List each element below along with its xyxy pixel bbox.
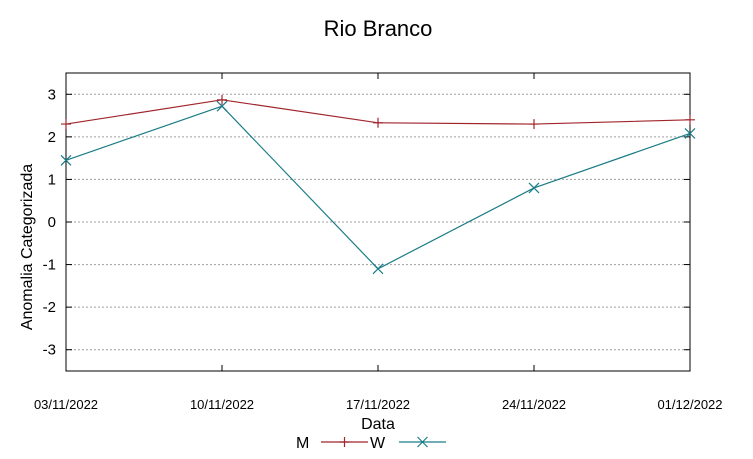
series-m-point	[685, 114, 695, 125]
legend-marker-m	[339, 437, 350, 447]
legend-label-m: M	[296, 435, 309, 452]
series-w-line	[65, 105, 691, 270]
legend-marker-w	[417, 436, 428, 448]
x-tick-label: 03/11/2022	[34, 397, 98, 412]
chart-title: Rio Branco	[324, 16, 433, 41]
y-tick-label: 3	[48, 86, 56, 103]
x-axis-label: Data	[361, 416, 395, 433]
series-w-point	[216, 100, 228, 112]
series-m-point	[529, 119, 539, 130]
x-tick-label: 17/11/2022	[346, 397, 410, 412]
y-tick-label: -1	[43, 257, 56, 274]
series-w-point	[528, 182, 540, 194]
grid-lines	[66, 93, 690, 351]
x-tick-label: 10/11/2022	[190, 397, 254, 412]
x-tick-labels: 03/11/2022 10/11/2022 17/11/2022 24/11/2022…	[34, 397, 723, 412]
series-w-point	[684, 128, 696, 139]
y-tick-label: 0	[48, 214, 56, 231]
y-tick-label: -2	[43, 299, 56, 316]
series-m-point	[217, 94, 227, 105]
x-tick-label: 24/11/2022	[502, 397, 566, 412]
series-w-point	[60, 154, 72, 166]
legend-label-w: W	[370, 435, 386, 452]
series-m-point	[373, 117, 383, 128]
series-m-point	[61, 119, 71, 130]
y-axis-label: Anomalia Categorizada	[19, 164, 36, 330]
y-tick-label: 1	[48, 171, 56, 188]
series-w-point	[372, 263, 384, 275]
y-tick-label: -3	[43, 342, 56, 359]
axis-ticks	[65, 73, 691, 371]
y-tick-label: 2	[48, 129, 56, 146]
x-tick-label: 01/12/2022	[657, 397, 722, 412]
series-layer	[60, 94, 696, 275]
y-tick-labels: 3 2 1 0 -1 -2 -3	[43, 86, 56, 358]
